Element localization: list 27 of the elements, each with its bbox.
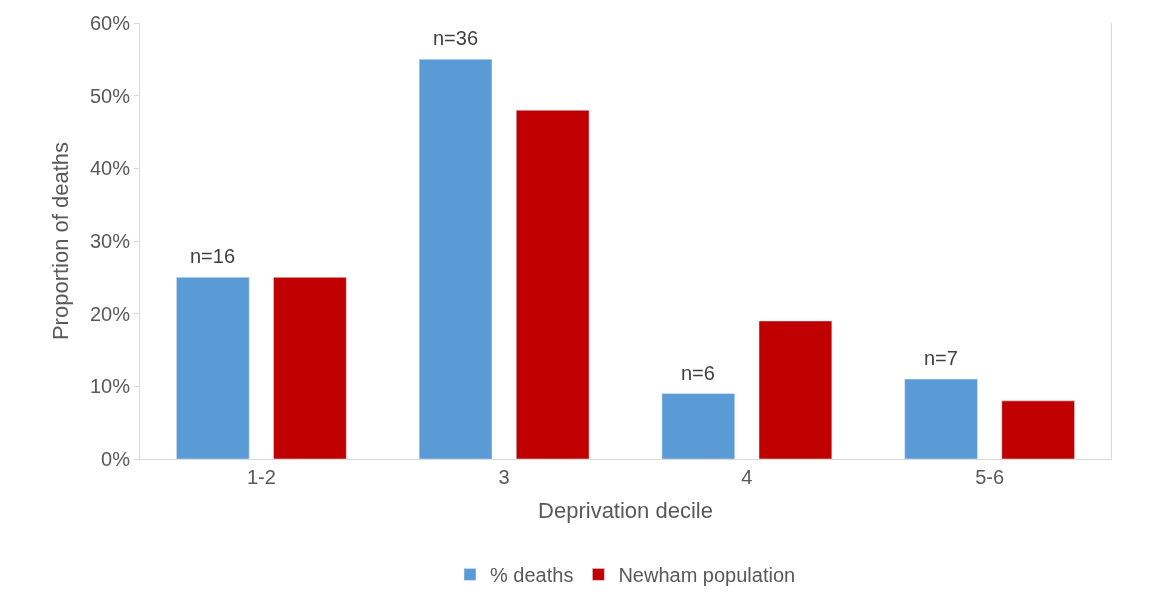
y-tick-label: 40% xyxy=(89,157,131,180)
bar xyxy=(516,109,590,459)
bar xyxy=(904,378,978,459)
annotation: n=36 xyxy=(433,27,479,49)
y-tick-label: 10% xyxy=(89,375,131,398)
y-axis-title: Proportion of deaths xyxy=(47,141,73,341)
y-tick-label: 20% xyxy=(89,302,131,325)
y-tick-label: 50% xyxy=(89,84,131,107)
x-tick-label: 1-2 xyxy=(246,466,276,488)
bar xyxy=(418,59,493,459)
annotation: n=6 xyxy=(681,362,715,384)
bar xyxy=(176,277,250,459)
x-tick-label: 5-6 xyxy=(975,466,1005,488)
bar xyxy=(1001,400,1075,459)
bar xyxy=(273,277,347,459)
bar xyxy=(661,393,735,459)
x-tick-label: 4 xyxy=(741,466,753,488)
x-tick-label: 3 xyxy=(498,466,510,488)
annotation: n=7 xyxy=(924,347,958,369)
legend-label: % deaths xyxy=(490,564,574,587)
annotation: n=16 xyxy=(190,245,236,267)
y-tick-label: 60% xyxy=(89,12,131,34)
bar xyxy=(758,320,833,459)
y-tick-label: 0% xyxy=(101,448,131,470)
x-axis-title: Deprivation decile xyxy=(538,497,713,523)
y-tick-label: 30% xyxy=(89,230,131,252)
legend-label: Newham population xyxy=(618,564,796,587)
